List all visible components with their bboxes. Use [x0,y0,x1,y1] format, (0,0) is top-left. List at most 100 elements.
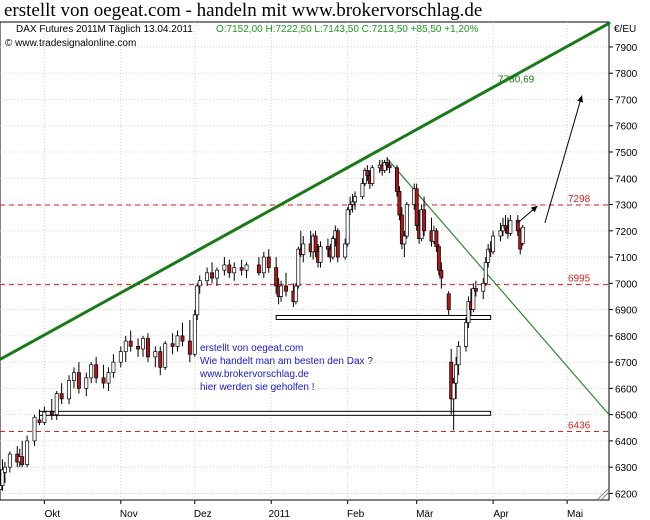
candle-body [404,204,409,237]
candle-body [153,351,158,358]
y-tick-label: 7900 [615,43,638,54]
y-tick-label: 7000 [615,279,638,290]
candle-body [520,226,525,244]
candle-body [483,261,488,284]
candlestick [170,333,175,355]
candle-body [370,167,375,184]
candlestick [345,207,350,247]
level-label: 6995 [568,274,591,285]
y-tick-label: 6900 [615,306,638,317]
candlestick [123,335,128,363]
candle-body [123,340,128,352]
candlestick [215,267,219,286]
candle-body [353,196,357,203]
candle-body [94,364,99,379]
candle-body [449,361,454,400]
candlestick [153,346,158,368]
x-tick-label: Okt [45,509,61,520]
currency-label: €/EU [614,24,636,35]
candlestick [0,467,2,497]
candle-body [54,393,59,415]
candle-body [215,269,219,279]
candle-body [118,351,123,363]
candlestick [101,364,106,389]
candlestick [385,157,390,171]
candlestick [111,354,116,378]
candle-body [348,204,353,211]
annotation-line-1: erstellt von oegeat.com [200,343,303,354]
candle-body [158,351,163,368]
candle-body [145,338,150,358]
x-tick-label: Mär [416,509,434,520]
candle-body [42,411,47,423]
candlestick [136,338,141,357]
candle-body [274,267,279,287]
candlestick [414,183,419,231]
candlestick [25,435,30,468]
candle-body [466,301,471,324]
support-box-lower [38,410,492,416]
candlestick [318,241,323,268]
candle-body [111,361,116,373]
y-tick-label: 7700 [615,95,638,106]
candlestick [37,409,42,426]
candle-body [256,264,261,274]
candle-body [239,267,244,271]
candle-body [187,340,192,355]
candlestick [399,207,404,250]
y-tick-label: 6800 [615,332,638,343]
upper-trendline [0,21,611,361]
horizontal-levels: 7298 6995 6436 [0,194,609,432]
candlestick [76,362,81,394]
candle-body [192,314,197,355]
projection-arrows [517,95,584,224]
candlestick [94,356,99,384]
y-tick-label: 6200 [615,489,638,500]
candle-body [106,372,111,384]
candle-body [402,235,407,245]
candlestick [360,178,365,200]
level-label: 6436 [568,420,591,431]
candle-body [25,440,30,465]
candlestick [422,196,427,237]
candle-body [451,382,456,400]
candle-body [261,256,266,274]
candle-body [136,346,141,350]
y-tick-label: 6500 [615,411,638,422]
candle-body [313,235,318,253]
candle-body [210,272,214,279]
candlestick [449,348,454,415]
candlestick [187,320,192,363]
candlestick [244,262,249,279]
candlestick [293,283,298,305]
candlestick [239,259,244,276]
candlestick [163,341,168,370]
candlestick [49,398,54,420]
candle-body [244,264,249,271]
copyright-text: © www.tradesignalonline.com [5,38,136,49]
candle-body [76,372,81,389]
candlestick [256,257,261,276]
candlestick [197,275,202,294]
candle-body [293,285,298,303]
x-tick-label: Nov [120,509,138,520]
candle-body [385,162,390,166]
candlestick [89,362,94,384]
arrow-head [530,205,538,213]
candle-body [227,264,232,274]
candlestick [222,257,227,276]
candle-body [360,183,365,198]
candle-body [330,238,335,258]
candle-body [197,280,202,287]
annotation-line-4: hier werden sie geholfen ! [200,382,315,393]
candlestick [365,165,370,181]
candlestick [498,222,503,242]
candlestick [486,243,491,268]
candle-body [7,453,12,468]
resize-grip[interactable] [597,488,609,500]
y-tick-label: 7800 [615,69,638,80]
candlestick [404,201,409,239]
y-tick-label: 7300 [615,201,638,212]
